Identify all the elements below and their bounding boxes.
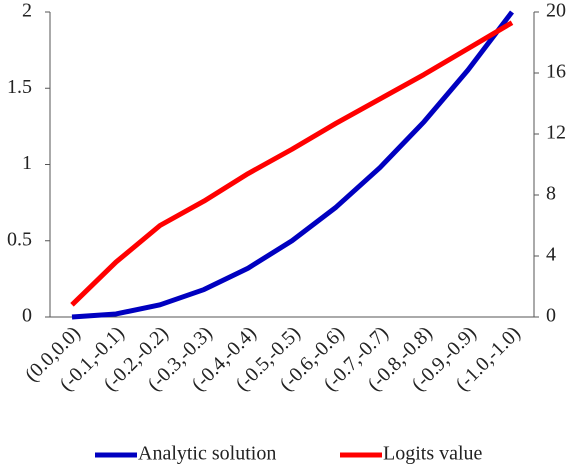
y-tick-label: 0 xyxy=(22,305,32,327)
y-tick-label: 1 xyxy=(22,152,32,174)
y-tick-label: 1.5 xyxy=(7,76,32,98)
series-line xyxy=(70,20,514,307)
y2-tick-label: 8 xyxy=(546,183,556,205)
legend-label: Analytic solution xyxy=(138,443,276,465)
y-tick-label: 2 xyxy=(22,0,32,22)
y2-tick-label: 16 xyxy=(546,61,566,83)
y-tick-label: 0.5 xyxy=(7,228,32,250)
y2-tick-label: 4 xyxy=(546,244,556,266)
y2-tick-label: 0 xyxy=(546,305,556,327)
y2-tick-label: 20 xyxy=(546,0,566,22)
y2-tick-label: 12 xyxy=(546,122,566,144)
series-line xyxy=(71,10,514,320)
legend-label: Logits value xyxy=(383,443,483,465)
